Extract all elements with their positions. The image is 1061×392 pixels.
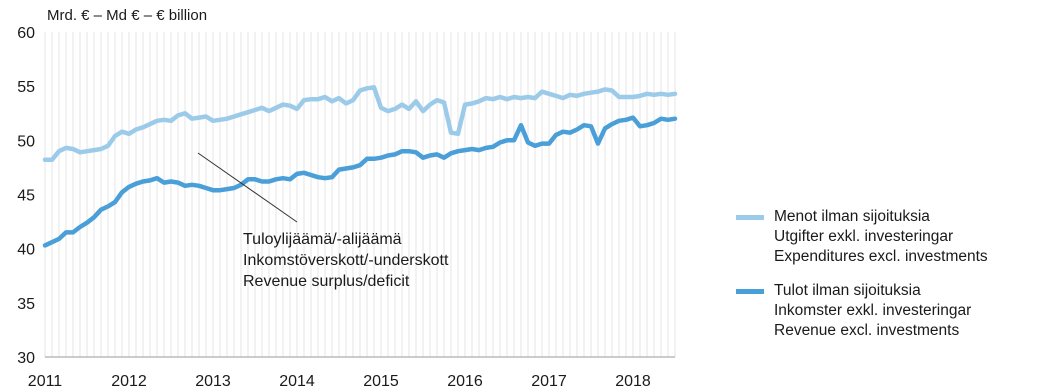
y-axis-ticks: 30 35 40 45 50 55 60	[17, 25, 35, 367]
x-tick-label: 2017	[531, 373, 567, 390]
legend-label: Tulot ilman sijoituksia	[774, 282, 921, 299]
y-tick-label: 55	[17, 79, 35, 96]
legend-label: Inkomster exkl. investeringar	[774, 302, 972, 319]
legend-label: Utgifter exkl. investeringar	[774, 228, 954, 245]
series-line-revenue	[42, 115, 678, 248]
legend-item-revenue: Tulot ilman sijoituksia Inkomster exkl. …	[736, 281, 1056, 341]
annotation-text: Tuloylijäämä/-alijäämä Inkomstöverskott/…	[243, 231, 453, 290]
series-line-expenditures	[42, 85, 678, 163]
annotation-line-2: Inkomstöverskott/-underskott	[243, 252, 449, 269]
legend-label: Revenue excl. investments	[774, 322, 960, 339]
legend-label: Expenditures excl. investments	[774, 248, 988, 265]
unit-label: Mrd. € – Md € – € billion	[47, 7, 207, 24]
legend-swatch-expenditures	[736, 215, 764, 220]
x-tick-label: 2015	[363, 373, 399, 390]
y-tick-label: 60	[17, 25, 35, 42]
legend-label: Menot ilman sijoituksia	[774, 208, 930, 225]
grid-lines	[44, 32, 676, 358]
legend-item-expenditures: Menot ilman sijoituksia Utgifter exkl. i…	[736, 207, 1056, 267]
x-axis-ticks: 2011 2012 2013 2014 2015 2016 2017 2018	[28, 373, 651, 390]
x-tick-label: 2012	[111, 373, 147, 390]
x-tick-label: 2016	[447, 373, 483, 390]
y-tick-label: 45	[17, 188, 35, 205]
annotation-line-1: Tuloylijäämä/-alijäämä	[243, 231, 402, 248]
x-tick-label: 2013	[195, 373, 231, 390]
y-tick-label: 40	[17, 242, 35, 259]
x-tick-label: 2018	[615, 373, 651, 390]
legend-swatch-revenue	[736, 289, 764, 294]
y-tick-label: 35	[17, 296, 35, 313]
y-tick-label: 50	[17, 133, 35, 150]
x-tick-label: 2011	[28, 373, 63, 390]
y-tick-label: 30	[17, 350, 35, 367]
series-lines	[42, 85, 678, 248]
legend: Menot ilman sijoituksia Utgifter exkl. i…	[736, 207, 1056, 355]
x-tick-label: 2014	[279, 373, 315, 390]
annotation-line-3: Revenue surplus/deficit	[243, 273, 410, 290]
annotation-pointer	[197, 152, 298, 223]
